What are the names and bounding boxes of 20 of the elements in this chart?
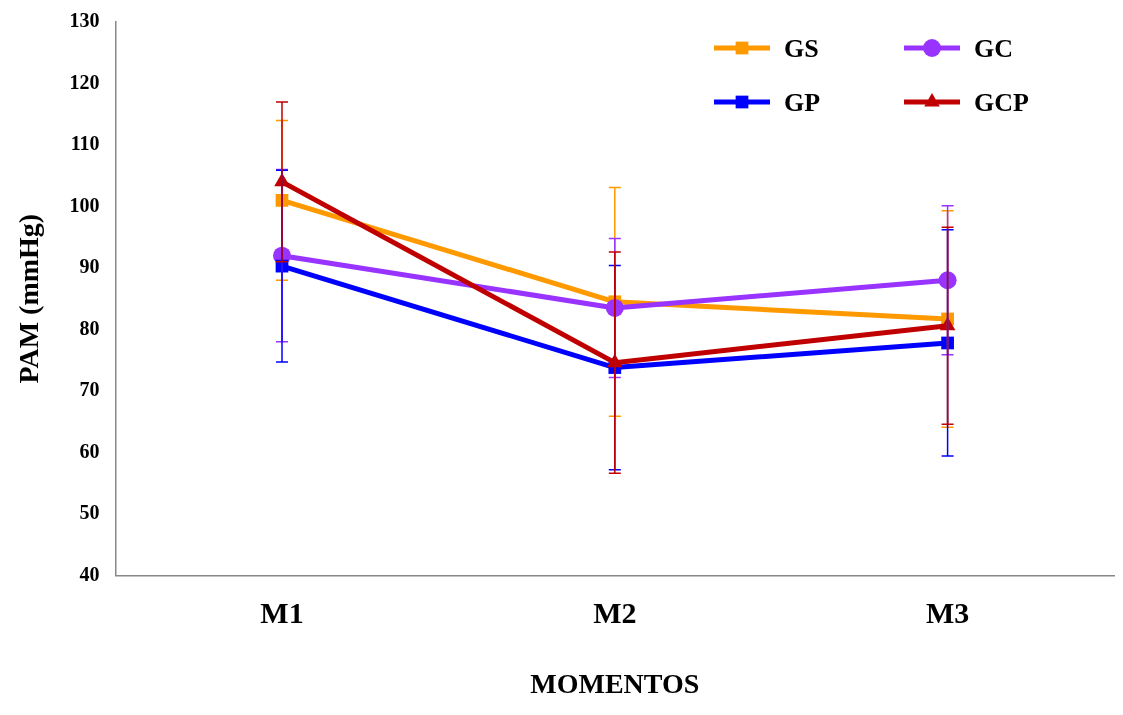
y-tick-label: 100 [69,193,100,216]
y-tick-label: 130 [69,9,100,32]
legend-label: GC [974,33,1013,63]
x-axis-title: MOMENTOS [530,668,700,700]
legend-label: GCP [974,87,1029,117]
y-tick-label: 90 [79,255,100,278]
x-tick-label: M2 [593,596,637,630]
y-tick-label: 40 [79,562,100,585]
y-tick-label: 80 [79,316,100,339]
x-tick-label: M1 [260,596,304,630]
legend-label: GS [784,33,819,63]
y-axis-title: PAM (mmHg) [13,213,45,384]
legend-label: GP [784,87,821,117]
point [938,271,957,290]
y-tick-label: 110 [70,132,100,155]
y-tick-label: 50 [79,501,100,524]
y-tick-label: 70 [79,378,100,401]
y-tick-label: 60 [79,439,100,462]
x-tick-label: M3 [925,596,970,630]
y-tick-label: 120 [69,70,100,93]
